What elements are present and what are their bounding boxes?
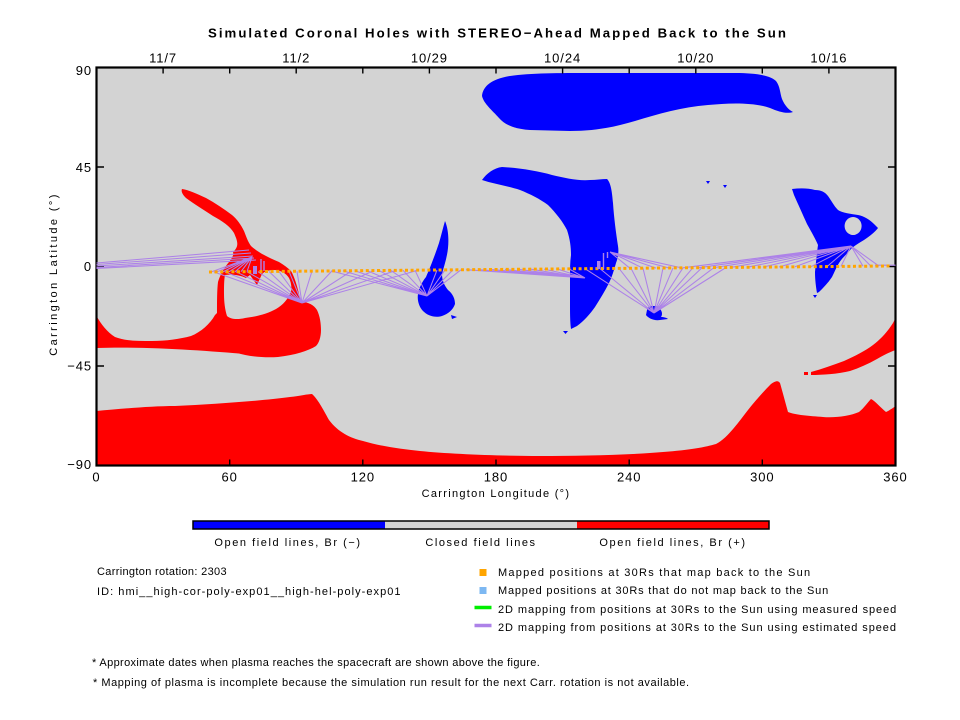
svg-text:2D mapping from positions at 3: 2D mapping from positions at 30Rs to the…: [498, 622, 897, 634]
svg-text:Open field lines, Br (−): Open field lines, Br (−): [214, 537, 361, 549]
svg-text:−45: −45: [67, 359, 92, 374]
svg-text:360: 360: [883, 470, 907, 485]
svg-text:10/29: 10/29: [411, 51, 448, 66]
svg-text:Open field lines, Br (+): Open field lines, Br (+): [599, 537, 746, 549]
svg-text:Closed field lines: Closed field lines: [425, 537, 536, 549]
svg-text:60: 60: [222, 470, 238, 485]
svg-text:10/20: 10/20: [677, 51, 714, 66]
svg-text:300: 300: [750, 470, 774, 485]
svg-text:45: 45: [76, 160, 92, 175]
svg-text:−90: −90: [67, 457, 92, 472]
svg-text:120: 120: [351, 470, 375, 485]
svg-text:90: 90: [76, 63, 92, 78]
svg-text:240: 240: [617, 470, 641, 485]
svg-text:10/24: 10/24: [544, 51, 581, 66]
svg-text:Carrington rotation: 2303: Carrington rotation: 2303: [97, 566, 227, 578]
svg-text:ID: hmi__high-cor-poly-exp01__: ID: hmi__high-cor-poly-exp01__high-hel-p…: [97, 586, 402, 598]
svg-text:180: 180: [484, 470, 508, 485]
svg-text:Simulated Coronal Holes with S: Simulated Coronal Holes with STEREO−Ahea…: [208, 26, 788, 41]
svg-text:10/16: 10/16: [810, 51, 847, 66]
svg-text:* Approximate dates when plasm: * Approximate dates when plasma reaches …: [92, 657, 540, 669]
svg-text:Mapped positions at 30Rs that: Mapped positions at 30Rs that do not map…: [498, 585, 829, 597]
svg-text:Carrington Latitude (°): Carrington Latitude (°): [48, 192, 60, 356]
svg-text:* Mapping of plasma is incompl: * Mapping of plasma is incomplete becaus…: [93, 677, 690, 689]
svg-text:0: 0: [84, 259, 92, 274]
svg-text:0: 0: [92, 470, 100, 485]
svg-text:11/2: 11/2: [282, 51, 310, 66]
svg-text:Carrington Longitude (°): Carrington Longitude (°): [422, 488, 571, 500]
svg-text:Mapped positions at 30Rs that: Mapped positions at 30Rs that map back t…: [498, 567, 811, 579]
svg-text:2D mapping from positions at 3: 2D mapping from positions at 30Rs to the…: [498, 604, 897, 616]
svg-text:11/7: 11/7: [149, 51, 177, 66]
